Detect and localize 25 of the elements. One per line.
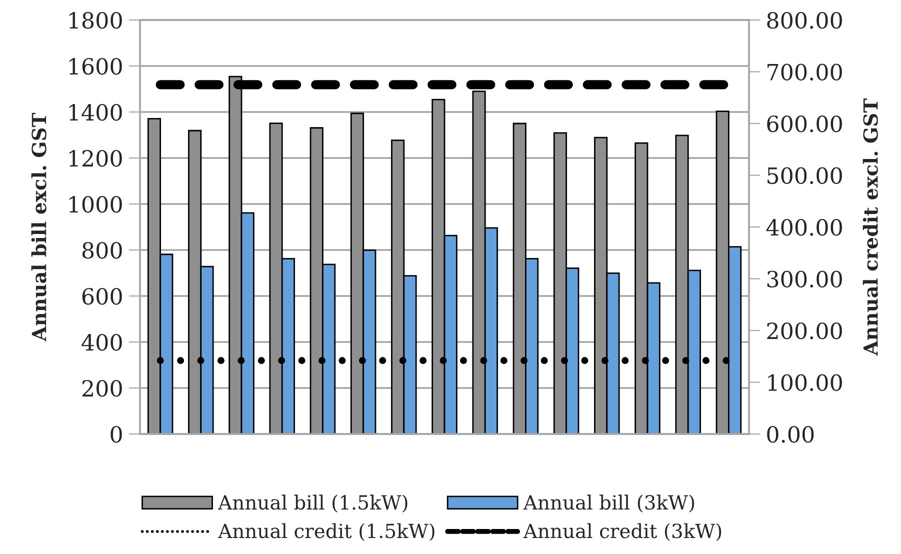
y-tick-label: 1000 (70, 196, 122, 213)
y2-tick-label: 200.00 (767, 322, 842, 340)
y-tick-label: 1200 (70, 150, 122, 167)
y2-tick-label: 0.00 (767, 426, 814, 443)
y-tick-label: 400 (82, 334, 122, 351)
legend-label: Annual bill (3kW) (523, 494, 694, 512)
legend-label: Annual credit (1.5kW) (218, 523, 434, 542)
legend-label: Annual bill (1.5kW) (218, 494, 408, 512)
y-tick-label: 0 (110, 426, 122, 443)
y2-tick-label: 400.00 (766, 218, 842, 236)
y-tick-label: 800 (82, 242, 122, 259)
y2-tick-label: 100.00 (768, 374, 842, 392)
y-tick-label: 1800 (70, 12, 122, 29)
y-tick-label: 1400 (70, 104, 122, 121)
y2-tick-label: 600.00 (767, 115, 842, 132)
legend-label: Annual credit (3kW) (523, 523, 722, 542)
y2-tick-label: 800.00 (767, 12, 842, 29)
y2-axis-title: Annual credit excl. GST (862, 98, 878, 356)
y2-tick-label: 300.00 (767, 270, 842, 288)
y-axis-title: Annual bill excl. GST (31, 112, 46, 342)
y2-tick-label: 700.00 (768, 64, 842, 81)
y-tick-label: 1600 (70, 58, 122, 75)
y2-tick-label: 500.00 (768, 167, 842, 184)
y-tick-label: 200 (82, 380, 122, 397)
y-tick-label: 600 (82, 288, 122, 305)
